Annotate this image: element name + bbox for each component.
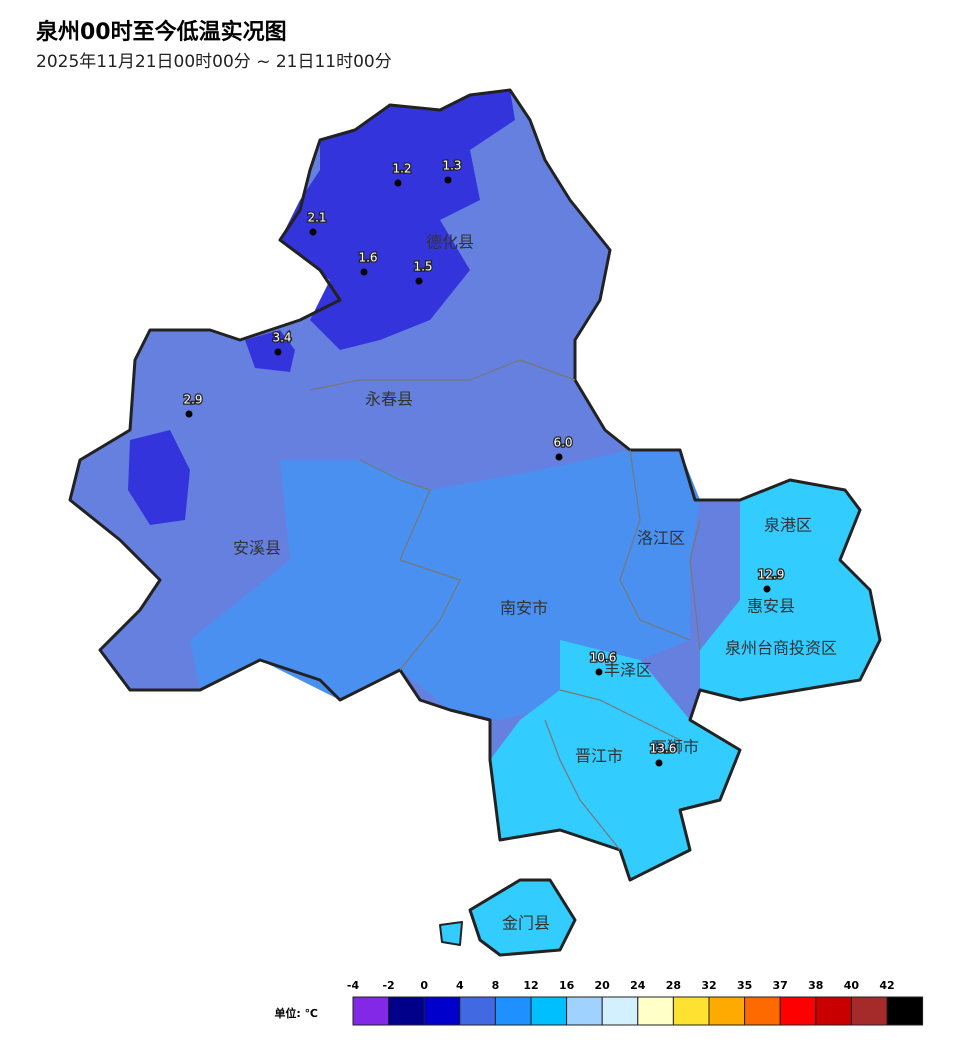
legend-tick: -2 [382, 979, 394, 992]
station-value: 13.6 [650, 742, 677, 756]
station-dot [763, 585, 771, 593]
legend-swatch [423, 996, 461, 1026]
legend-tick: 37 [773, 979, 788, 992]
region-cold [128, 430, 190, 525]
district-label: 洛江区 [637, 529, 685, 548]
legend-swatch [388, 996, 425, 1026]
station-dot [274, 348, 282, 356]
legend-tick: 38 [808, 979, 823, 992]
district-label: 德化县 [426, 233, 474, 252]
boundary [359, 459, 461, 671]
legend-swatch [886, 996, 924, 1026]
station-dot [444, 176, 452, 184]
legend-swatch [459, 996, 496, 1026]
district-label: 金门县 [502, 914, 550, 933]
title: 泉州00时至今低温实况图 [36, 19, 287, 45]
legend-tick: 24 [630, 979, 646, 992]
district-label: 永春县 [365, 390, 413, 409]
station-dot [309, 228, 317, 236]
legend-tick: 28 [666, 979, 681, 992]
station-dot [555, 453, 563, 461]
district-label: 泉州台商投资区 [725, 639, 837, 658]
legend-unit: 单位: ℃ [274, 1006, 318, 1020]
station-dot [595, 668, 603, 676]
district-label: 泉港区 [764, 516, 812, 535]
island [468, 878, 577, 957]
district-label: 南安市 [500, 599, 548, 618]
legend-tick: 42 [879, 979, 894, 992]
region-cold [280, 90, 515, 350]
legend-swatch [708, 996, 746, 1026]
district-label: 安溪县 [233, 539, 281, 558]
legend-tick: 12 [523, 979, 538, 992]
boundary [544, 719, 621, 851]
legend-swatch [530, 996, 568, 1026]
station-value: 6.0 [553, 436, 572, 450]
legend-tick: -4 [347, 979, 360, 992]
island [439, 921, 463, 946]
outline [68, 88, 882, 882]
legend-swatch [637, 996, 674, 1026]
legend-swatch [352, 996, 390, 1026]
station-value: 3.4 [272, 331, 291, 345]
land [68, 88, 882, 957]
station-value: 2.1 [307, 211, 326, 225]
legend-swatch [779, 996, 817, 1026]
boundary [689, 519, 701, 651]
legend-tick: 16 [559, 979, 575, 992]
station-value: 1.3 [442, 159, 461, 173]
boundary [309, 359, 576, 391]
legend-tick: 4 [456, 979, 464, 992]
boundaries [309, 359, 701, 851]
district-label: 石狮市 [651, 738, 699, 757]
legend-swatch [566, 996, 603, 1026]
district-label: 惠安县 [747, 597, 795, 616]
station-value: 1.6 [358, 251, 377, 265]
region-cold [245, 330, 295, 372]
station-dot [360, 268, 368, 276]
station-value: 1.2 [392, 162, 411, 176]
legend-swatch [601, 996, 639, 1026]
legend-tick: 40 [844, 979, 860, 992]
region-warm [490, 640, 740, 880]
boundary [619, 449, 691, 641]
station-dot [185, 410, 193, 418]
station-value: 12.9 [758, 568, 785, 582]
station-value: 1.5 [413, 260, 432, 274]
boundary [559, 689, 681, 741]
legend-swatch [744, 996, 781, 1026]
legend-swatch [850, 996, 888, 1026]
region-warm [700, 480, 880, 700]
station-dot [415, 277, 423, 285]
legend-tick: 8 [492, 979, 500, 992]
legend-tick: 0 [420, 979, 428, 992]
district-label: 晋江市 [575, 747, 623, 766]
legend-swatch [672, 996, 710, 1026]
station-dot [655, 759, 663, 767]
station-value: 10.6 [590, 651, 617, 665]
legend-tick: 35 [737, 979, 752, 992]
legend-swatch [494, 996, 532, 1026]
station-dot [394, 179, 402, 187]
station-value: 2.9 [183, 393, 202, 407]
legend-tick: 32 [701, 979, 716, 992]
legend-tick: 20 [595, 979, 611, 992]
district-label: 丰泽区 [604, 661, 652, 680]
subtitle: 2025年11月21日00时00分 ~ 21日11时00分 [36, 52, 392, 72]
legend-swatch [815, 996, 852, 1026]
